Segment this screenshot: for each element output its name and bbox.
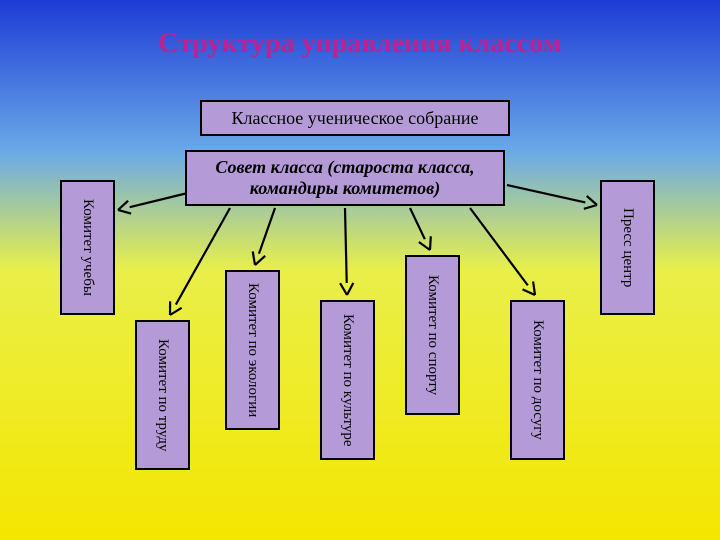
committee-label: Комитет по культуре: [339, 314, 356, 446]
council-box: Совет класса (староста класса, командиры…: [185, 150, 505, 206]
council-box-label: Совет класса (староста класса, командиры…: [193, 157, 497, 198]
committee-ecology: Комитет по экологии: [225, 270, 280, 430]
top-box-class-meeting: Классное ученическое собрание: [200, 100, 510, 136]
committee-sport: Комитет по спорту: [405, 255, 460, 415]
committee-label: Комитет по экологии: [244, 283, 261, 417]
committee-labor: Комитет по труду: [135, 320, 190, 470]
committee-leisure: Комитет по досугу: [510, 300, 565, 460]
committee-label: Комитет по досугу: [529, 320, 546, 440]
page-title: Структура управления классом: [0, 28, 720, 60]
committee-press: Пресс центр: [600, 180, 655, 315]
committee-label: Комитет учебы: [79, 199, 96, 296]
committee-label: Комитет по труду: [154, 339, 171, 452]
committee-culture: Комитет по культуре: [320, 300, 375, 460]
committee-study: Комитет учебы: [60, 180, 115, 315]
committee-label: Пресс центр: [619, 208, 636, 287]
committee-label: Комитет по спорту: [424, 275, 441, 395]
top-box-label: Классное ученическое собрание: [231, 108, 478, 129]
